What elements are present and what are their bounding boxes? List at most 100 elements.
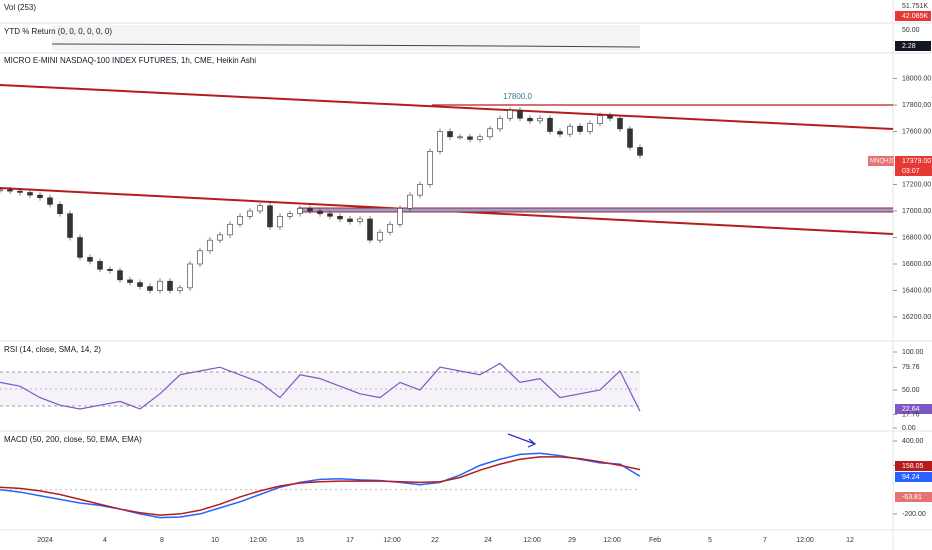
candle: [577, 125, 583, 132]
candle: [447, 131, 453, 138]
candle: [107, 268, 113, 271]
annotation: 17800.0: [503, 92, 532, 101]
x-tick-label: Feb: [649, 537, 661, 544]
candle: [297, 208, 303, 214]
candle: [127, 279, 133, 283]
y-tick-label: 16600.00: [902, 261, 931, 268]
y-tick-label: 16200.00: [902, 314, 931, 321]
candle: [307, 208, 313, 212]
candle: [397, 208, 403, 225]
candle: [157, 280, 163, 291]
macd-label: MACD (50, 200, close, 50, EMA, EMA): [4, 435, 142, 444]
x-tick-label: 12:00: [603, 537, 621, 544]
candle: [357, 218, 363, 222]
candle: [67, 213, 73, 238]
tag: [895, 461, 932, 471]
tag: [895, 41, 931, 51]
candle: [7, 189, 13, 192]
candle: [227, 223, 233, 236]
tag: [895, 472, 932, 482]
candle: [0, 189, 3, 192]
rsi-label: RSI (14, close, SMA, 14, 2): [4, 345, 101, 354]
candle: [97, 261, 103, 270]
y-tick-label: 16800.00: [902, 234, 931, 241]
vol-last: 51.751K: [902, 3, 928, 10]
candle: [337, 216, 343, 220]
candle: [317, 210, 323, 214]
candle: [477, 136, 483, 140]
y-tick-label: -200.00: [902, 511, 926, 518]
tag: [895, 156, 932, 176]
candle: [487, 128, 493, 138]
candle: [527, 117, 533, 122]
candle: [597, 115, 603, 124]
ytd-last: 2.28: [902, 43, 916, 50]
y-tick-label: 50.00: [902, 387, 920, 394]
vol-label: Vol (253): [4, 3, 36, 12]
candle: [277, 216, 283, 228]
candle: [287, 213, 293, 217]
candle: [377, 231, 383, 241]
x-tick-label: 12:00: [249, 537, 267, 544]
tag: [868, 156, 894, 166]
candle: [217, 234, 223, 241]
y-tick-label: 17000.00: [902, 208, 931, 215]
macd-line: [0, 456, 641, 516]
x-tick-label: 17: [346, 537, 354, 544]
tag: [895, 404, 932, 414]
x-tick-label: 12:00: [523, 537, 541, 544]
candle: [637, 147, 643, 156]
candle: [427, 151, 433, 185]
candle: [27, 192, 33, 196]
y-tick-label: 17200.00: [902, 181, 931, 188]
candle: [387, 223, 393, 233]
candle: [147, 286, 153, 291]
candle: [117, 270, 123, 281]
y-tick-label: 100.00: [902, 349, 924, 356]
candle: [587, 123, 593, 132]
macd-tag: 94.24: [902, 474, 920, 481]
candle: [517, 110, 523, 119]
y-tick-label: 400.00: [902, 438, 924, 445]
price: 17379.00: [902, 158, 931, 165]
candle: [367, 218, 373, 241]
candle: [207, 239, 213, 252]
countdown: 03:07: [902, 168, 920, 175]
symbol: MNQH2024: [870, 159, 902, 165]
candle: [237, 216, 243, 225]
candle: [267, 205, 273, 228]
candle: [17, 190, 23, 193]
arrow: [507, 433, 537, 448]
candle: [567, 125, 573, 135]
candle: [347, 218, 353, 222]
tag: [895, 11, 931, 21]
candle: [497, 117, 503, 130]
y-tick-label: 0.00: [902, 425, 916, 432]
candle: [617, 117, 623, 130]
x-tick-label: 10: [211, 537, 219, 544]
candle: [407, 194, 413, 209]
rsi-line: [0, 362, 641, 412]
candle: [47, 197, 53, 205]
candle: [197, 250, 203, 265]
y-tick-label: 18000.00: [902, 75, 931, 82]
x-tick-label: 24: [484, 537, 492, 544]
candle: [257, 205, 263, 212]
candle: [547, 117, 553, 132]
trend-line: [0, 84, 894, 130]
macd-tag: -63.81: [902, 494, 922, 501]
x-tick-label: 2024: [37, 537, 53, 544]
candle: [627, 128, 633, 148]
vol-avg: 42.085K: [902, 13, 928, 20]
candle: [607, 115, 613, 119]
candle: [557, 131, 563, 135]
candle: [187, 263, 193, 289]
x-tick-label: 15: [296, 537, 304, 544]
candle: [37, 194, 43, 199]
x-tick-label: 12:00: [796, 537, 814, 544]
tag: [895, 1, 931, 11]
candle: [437, 131, 443, 152]
candle: [137, 282, 143, 287]
